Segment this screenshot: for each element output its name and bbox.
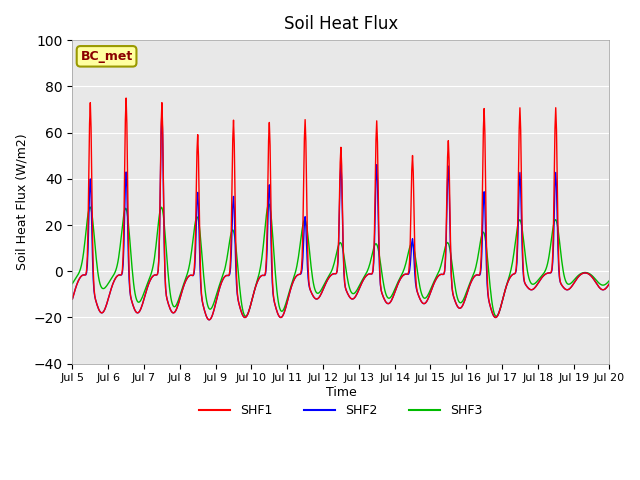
SHF1 bbox=[558, 282, 566, 288]
SHF3 bbox=[438, 257, 446, 263]
SHF1 bbox=[439, 272, 447, 277]
SHF1 bbox=[211, 304, 219, 310]
Text: BC_met: BC_met bbox=[81, 50, 132, 63]
SHF2 bbox=[439, 272, 447, 277]
Line: SHF3: SHF3 bbox=[72, 204, 609, 316]
SHF1 bbox=[68, 296, 76, 302]
SHF1 bbox=[122, 95, 130, 101]
SHF2 bbox=[211, 304, 219, 310]
SHF2 bbox=[68, 296, 76, 302]
X-axis label: Time: Time bbox=[326, 386, 356, 399]
SHF3 bbox=[209, 301, 217, 307]
SHF2 bbox=[334, 259, 342, 265]
SHF2 bbox=[205, 317, 212, 323]
SHF1 bbox=[205, 317, 212, 323]
SHF2 bbox=[605, 281, 613, 287]
SHF1 bbox=[187, 272, 195, 278]
SHF2 bbox=[387, 300, 394, 305]
Y-axis label: Soil Heat Flux (W/m2): Soil Heat Flux (W/m2) bbox=[15, 133, 28, 270]
SHF3 bbox=[333, 247, 341, 253]
SHF2 bbox=[187, 272, 195, 278]
SHF1 bbox=[387, 300, 394, 305]
SHF2 bbox=[558, 282, 566, 288]
SHF1 bbox=[334, 257, 342, 263]
Title: Soil Heat Flux: Soil Heat Flux bbox=[284, 15, 398, 33]
SHF3 bbox=[492, 313, 500, 319]
SHF3 bbox=[558, 258, 566, 264]
Legend: SHF1, SHF2, SHF3: SHF1, SHF2, SHF3 bbox=[194, 399, 488, 422]
SHF3 bbox=[68, 281, 76, 287]
Line: SHF2: SHF2 bbox=[72, 112, 609, 320]
Line: SHF1: SHF1 bbox=[72, 98, 609, 320]
SHF1 bbox=[605, 281, 613, 287]
SHF3 bbox=[265, 201, 273, 207]
SHF3 bbox=[385, 295, 393, 301]
SHF3 bbox=[186, 258, 194, 264]
SHF3 bbox=[605, 277, 613, 283]
SHF2 bbox=[158, 109, 166, 115]
